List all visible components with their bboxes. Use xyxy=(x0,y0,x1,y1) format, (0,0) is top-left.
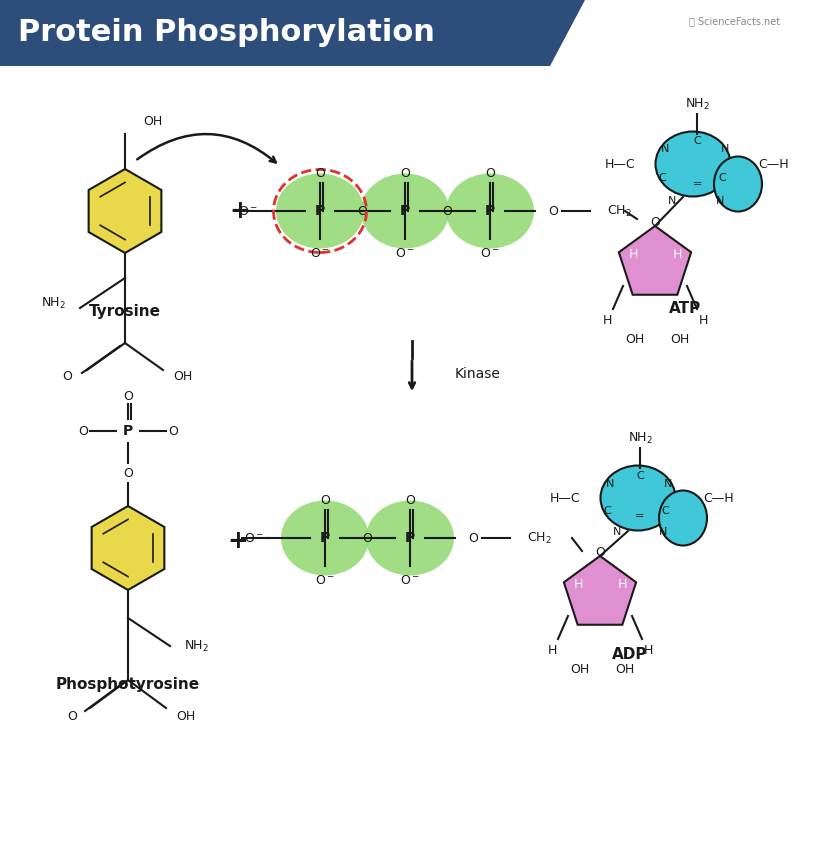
Text: Kinase: Kinase xyxy=(455,367,501,381)
Text: H: H xyxy=(573,578,582,591)
Text: Tyrosine: Tyrosine xyxy=(89,304,161,318)
Text: O: O xyxy=(123,466,133,480)
Text: C—H: C—H xyxy=(758,157,789,171)
Text: =: = xyxy=(635,511,644,521)
Text: O: O xyxy=(405,493,415,507)
Text: P: P xyxy=(320,531,330,545)
Text: NH$_2$: NH$_2$ xyxy=(628,431,653,446)
Text: OH: OH xyxy=(570,662,590,675)
Text: OH: OH xyxy=(615,662,634,675)
Text: OH: OH xyxy=(177,710,196,722)
Text: O$^-$: O$^-$ xyxy=(244,531,264,545)
Text: N: N xyxy=(661,144,669,154)
Text: O: O xyxy=(548,205,558,217)
Ellipse shape xyxy=(659,491,707,546)
Text: C—H: C—H xyxy=(703,492,733,504)
Text: O$^-$: O$^-$ xyxy=(310,246,330,260)
Ellipse shape xyxy=(446,173,534,249)
Text: C: C xyxy=(661,506,669,516)
Text: H: H xyxy=(698,314,708,327)
Text: Protein Phosphorylation: Protein Phosphorylation xyxy=(18,18,435,47)
Text: O$^-$: O$^-$ xyxy=(480,246,500,260)
Text: +: + xyxy=(229,199,251,223)
Polygon shape xyxy=(92,506,164,590)
Text: O: O xyxy=(320,493,330,507)
Text: O: O xyxy=(62,370,72,382)
Text: OH: OH xyxy=(173,370,192,382)
Text: H: H xyxy=(602,314,611,327)
Text: O: O xyxy=(67,710,77,722)
Text: C: C xyxy=(603,506,610,516)
Ellipse shape xyxy=(281,501,369,575)
Text: C: C xyxy=(693,136,701,146)
Text: H: H xyxy=(547,644,557,656)
Text: 🔬 ScienceFacts.net: 🔬 ScienceFacts.net xyxy=(689,16,780,26)
Text: P: P xyxy=(123,424,133,438)
Text: N: N xyxy=(667,196,676,206)
Text: C: C xyxy=(718,173,726,183)
Text: O$^-$: O$^-$ xyxy=(238,205,258,217)
Text: O: O xyxy=(468,531,478,545)
Text: Phosphotyrosine: Phosphotyrosine xyxy=(56,677,200,691)
Text: NH$_2$: NH$_2$ xyxy=(183,639,209,654)
Text: N: N xyxy=(664,479,672,489)
Text: P: P xyxy=(405,531,415,545)
Text: O$^-$: O$^-$ xyxy=(400,574,420,586)
Polygon shape xyxy=(0,0,585,66)
Text: N: N xyxy=(606,479,614,489)
Text: O: O xyxy=(123,389,133,403)
Ellipse shape xyxy=(366,501,454,575)
Text: ADP: ADP xyxy=(612,646,648,662)
Text: ATP: ATP xyxy=(669,300,701,316)
Text: O: O xyxy=(357,205,367,217)
Polygon shape xyxy=(619,226,691,294)
Text: +: + xyxy=(228,529,248,553)
Text: O: O xyxy=(315,167,325,179)
Text: O: O xyxy=(595,546,605,558)
Text: N: N xyxy=(659,527,667,537)
Text: OH: OH xyxy=(671,332,690,345)
Text: H—C: H—C xyxy=(605,157,635,171)
Text: CH$_2$: CH$_2$ xyxy=(607,203,632,218)
Text: =: = xyxy=(692,179,702,189)
Text: O: O xyxy=(78,425,88,437)
Text: OH: OH xyxy=(143,114,163,128)
Text: O: O xyxy=(168,425,178,437)
Text: O: O xyxy=(442,205,452,217)
Text: N: N xyxy=(721,144,729,154)
Text: H—C: H—C xyxy=(549,492,580,504)
Text: O$^-$: O$^-$ xyxy=(395,246,415,260)
Ellipse shape xyxy=(361,173,449,249)
Text: N: N xyxy=(716,196,724,206)
Text: H: H xyxy=(672,248,681,261)
Text: O: O xyxy=(400,167,410,179)
Ellipse shape xyxy=(656,131,730,196)
Text: O: O xyxy=(485,167,495,179)
Ellipse shape xyxy=(714,157,762,212)
Text: CH$_2$: CH$_2$ xyxy=(527,530,552,546)
Text: P: P xyxy=(400,204,410,218)
Text: O$^-$: O$^-$ xyxy=(315,574,335,586)
Text: O: O xyxy=(362,531,372,545)
Text: P: P xyxy=(485,204,495,218)
Text: OH: OH xyxy=(625,332,644,345)
Text: P: P xyxy=(315,204,325,218)
Text: NH$_2$: NH$_2$ xyxy=(40,295,65,310)
Ellipse shape xyxy=(601,465,676,530)
Text: NH$_2$: NH$_2$ xyxy=(685,96,710,112)
Polygon shape xyxy=(88,169,162,253)
Text: H: H xyxy=(617,578,627,591)
Polygon shape xyxy=(563,556,636,624)
Text: H: H xyxy=(629,248,638,261)
Text: N: N xyxy=(613,527,621,537)
Text: C: C xyxy=(636,471,644,481)
Text: O: O xyxy=(650,216,660,228)
Ellipse shape xyxy=(276,173,364,249)
Text: H: H xyxy=(644,644,653,656)
Text: C: C xyxy=(658,173,666,183)
